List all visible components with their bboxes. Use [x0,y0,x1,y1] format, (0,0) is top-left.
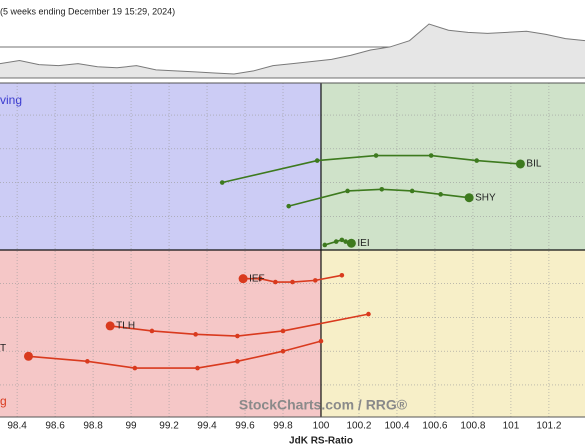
x-tick-label: 100.4 [384,421,409,432]
quadrant-top-right [320,83,585,250]
trail-head [105,321,115,331]
trail [222,154,521,184]
trail-point [85,359,90,364]
trail-point [280,328,286,334]
x-tick-label: 99.4 [197,421,217,432]
quadrant-label: g [0,394,7,408]
x-tick-label: 101.2 [536,421,561,432]
trail-point [428,153,434,158]
trail-point [345,188,350,194]
trail-point [149,328,155,334]
trail-point [343,239,348,244]
trail-point [409,188,415,194]
trail-point [339,237,345,243]
x-tick-label: 99.2 [159,421,179,432]
trail-head [23,351,33,361]
x-tick-label: 100.8 [460,421,485,432]
trail-point [373,153,379,158]
x-tick-label: 98.6 [45,421,65,432]
quadrant-label: ving [0,93,22,107]
x-tick-label: 98.4 [7,421,27,432]
x-tick-label: 99.8 [273,421,293,432]
trail-point [132,365,138,371]
trail-point [235,333,240,339]
trail-point [339,273,345,278]
trail [288,188,470,207]
quadrant-bottom-left [0,250,321,417]
trail-point [318,338,324,344]
subtitle: (5 weeks ending December 19 15:29, 2024) [0,6,175,16]
x-tick-label: 100 [313,421,330,432]
trail-point [257,276,263,281]
trail-point [280,348,286,354]
trail-point [333,239,339,244]
trail-head [238,274,248,284]
trail-point [195,365,200,371]
quadrant-bottom-right [320,250,585,417]
trail-head [464,193,474,203]
trail-point [235,359,240,364]
x-tick-label: 99 [125,421,137,432]
series-label: BIL [526,159,541,170]
trail-point [438,192,443,197]
trail-point [474,158,480,163]
trail-point [379,186,385,192]
sparkline [0,23,585,75]
trail-point [322,242,328,248]
series-label: IEF [249,273,265,284]
trail-point [193,332,198,337]
watermark: StockCharts.com / RRG® [239,397,408,413]
quadrant-top-left [0,83,321,250]
x-axis-label: JdK RS-Ratio [289,436,353,447]
sparkline-area [0,24,585,78]
trail-point [312,278,318,283]
x-tick-label: 99.6 [235,421,255,432]
trail-point [286,203,292,209]
x-tick-label: 98.8 [83,421,103,432]
trail [110,313,369,337]
series-label: T [0,343,6,354]
trail [243,274,343,283]
trail-point [314,158,320,163]
trail-point [290,279,295,285]
trail-point [366,311,371,317]
x-tick-label: 100.2 [346,421,371,432]
x-tick-label: 101 [503,421,520,432]
series-label: SHY [475,192,496,203]
x-tick-label: 100.6 [422,421,447,432]
trail-point [273,279,278,285]
trail-point [219,180,225,185]
trail-head [515,159,525,169]
trail-head [346,238,356,248]
series-label: IEI [357,238,369,249]
series-label: TLH [116,321,135,332]
